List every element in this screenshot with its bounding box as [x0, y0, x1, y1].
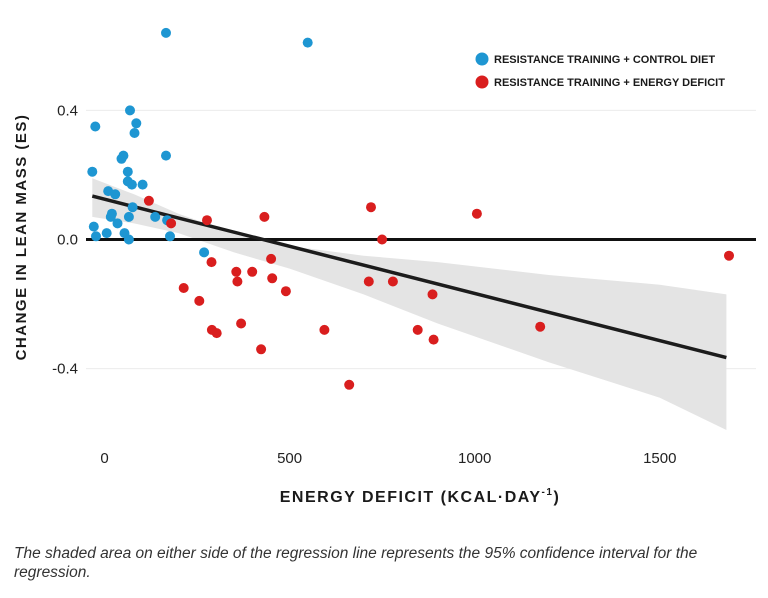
- legend: RESISTANCE TRAINING + CONTROL DIET RESIS…: [475, 52, 725, 89]
- data-point-deficit: [194, 295, 205, 306]
- scatter-chart: 0.4 0.0 -0.4 0 500 1000 1500 ENERGY DEFI…: [13, 27, 756, 506]
- data-point-control: [161, 150, 171, 161]
- data-point-deficit: [344, 379, 355, 390]
- data-point-deficit: [363, 276, 374, 287]
- x-axis-ticks: 0 500 1000 1500: [100, 450, 676, 467]
- data-point-control: [118, 150, 129, 161]
- y-axis-ticks: 0.4 0.0 -0.4: [52, 102, 78, 377]
- data-point-deficit: [471, 208, 482, 219]
- data-point-control: [165, 231, 175, 242]
- data-point-deficit: [259, 211, 270, 222]
- data-point-control: [302, 37, 313, 48]
- data-point-deficit: [143, 195, 154, 206]
- data-point-deficit: [178, 283, 189, 293]
- data-point-control: [127, 202, 138, 213]
- data-point-deficit: [724, 250, 734, 261]
- x-tick-label: 1000: [458, 450, 491, 467]
- legend-marker-deficit: [475, 75, 489, 89]
- y-tick-label: -0.4: [52, 361, 78, 378]
- data-point-control: [199, 247, 210, 258]
- data-point-deficit: [319, 324, 330, 335]
- data-point-control: [129, 128, 140, 138]
- data-point-deficit: [256, 344, 267, 355]
- legend-marker-control: [475, 52, 489, 66]
- data-point-deficit: [247, 266, 258, 277]
- data-point-deficit: [366, 202, 376, 213]
- legend-label-control: RESISTANCE TRAINING + CONTROL DIET: [494, 54, 715, 66]
- data-point-control: [161, 27, 171, 38]
- data-point-control: [122, 166, 133, 177]
- x-axis-title: ENERGY DEFICIT (KCAL·DAY-1): [280, 487, 561, 506]
- data-point-control: [112, 218, 123, 229]
- data-point-deficit: [232, 276, 243, 287]
- data-point-control: [90, 121, 101, 132]
- data-point-deficit: [166, 218, 177, 229]
- x-tick-label: 1500: [643, 450, 676, 467]
- data-point-control: [87, 166, 98, 177]
- regression-line: [91, 194, 727, 360]
- data-point-deficit: [280, 286, 291, 297]
- y-tick-label: 0.0: [57, 232, 78, 249]
- data-point-control: [137, 179, 148, 190]
- data-point-control: [125, 105, 135, 116]
- data-point-control: [88, 221, 99, 232]
- x-axis-title-superscript: -1: [542, 487, 554, 498]
- x-tick-label: 0: [100, 450, 108, 467]
- y-tick-label: 0.4: [57, 102, 78, 119]
- data-point-control: [131, 118, 142, 129]
- data-point-control: [101, 228, 112, 239]
- data-point-deficit: [377, 234, 388, 245]
- data-point-deficit: [427, 289, 438, 300]
- data-point-control: [126, 179, 137, 190]
- data-point-control: [106, 208, 117, 219]
- data-point-control: [110, 189, 121, 200]
- legend-label-deficit: RESISTANCE TRAINING + ENERGY DEFICIT: [494, 77, 725, 89]
- data-point-deficit: [266, 253, 277, 264]
- data-point-deficit: [267, 273, 278, 284]
- confidence-interval-band: [92, 178, 727, 430]
- data-point-deficit: [206, 257, 217, 268]
- data-points: [87, 27, 734, 390]
- y-axis-title: CHANGE IN LEAN MASS (ES): [13, 114, 30, 361]
- x-tick-label: 500: [277, 450, 302, 467]
- data-point-deficit: [535, 321, 546, 332]
- data-point-control: [123, 234, 134, 245]
- data-point-deficit: [211, 328, 222, 339]
- data-point-deficit: [428, 334, 439, 345]
- data-point-deficit: [236, 318, 247, 329]
- data-point-deficit: [387, 276, 398, 287]
- data-point-control: [150, 211, 161, 222]
- data-point-deficit: [202, 215, 212, 226]
- chart-caption: The shaded area on either side of the re…: [14, 545, 698, 581]
- data-point-deficit: [231, 266, 242, 277]
- data-point-control: [91, 231, 101, 242]
- data-point-control: [123, 211, 134, 222]
- data-point-deficit: [412, 324, 423, 335]
